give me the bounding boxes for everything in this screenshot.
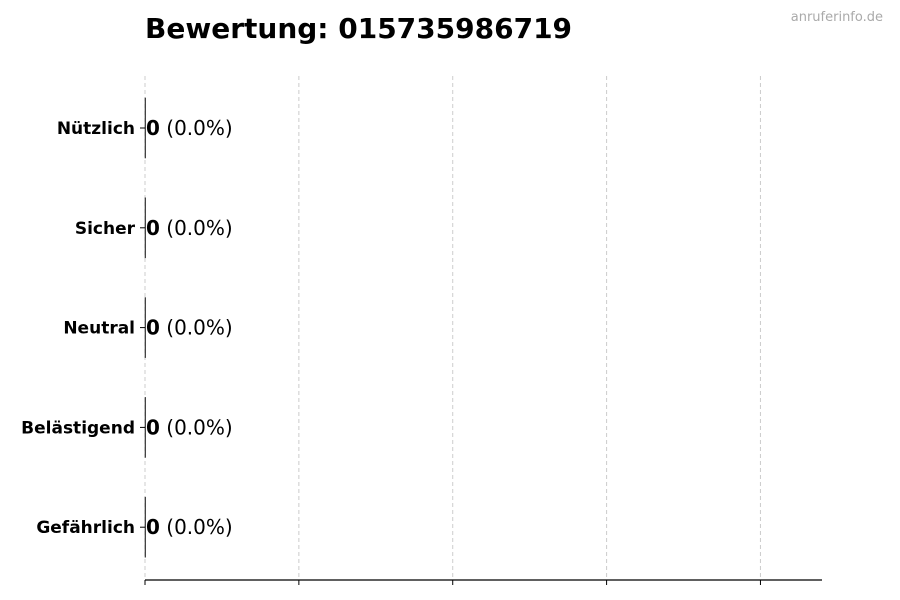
percent-label: (0.0%) [160,216,233,240]
watermark: anruferinfo.de [790,10,883,25]
category-label: Belästigend [21,418,135,438]
percent-label: (0.0%) [160,415,233,439]
chart-title: Bewertung: 015735986719 [145,12,573,45]
count-label: 0 [146,116,160,140]
count-label: 0 [146,415,160,439]
count-label: 0 [146,216,160,240]
data-label: 0 (0.0%) [146,116,233,140]
category-label: Gefährlich [36,518,135,538]
category-label: Nützlich [57,119,135,139]
percent-label: (0.0%) [160,515,233,539]
data-label: 0 (0.0%) [146,216,233,240]
count-label: 0 [146,316,160,340]
category-label: Neutral [63,319,135,339]
percent-label: (0.0%) [160,316,233,340]
data-label: 0 (0.0%) [146,515,233,539]
data-label: 0 (0.0%) [146,316,233,340]
category-label: Sicher [75,219,136,239]
count-label: 0 [146,515,160,539]
percent-label: (0.0%) [160,116,233,140]
data-label: 0 (0.0%) [146,415,233,439]
